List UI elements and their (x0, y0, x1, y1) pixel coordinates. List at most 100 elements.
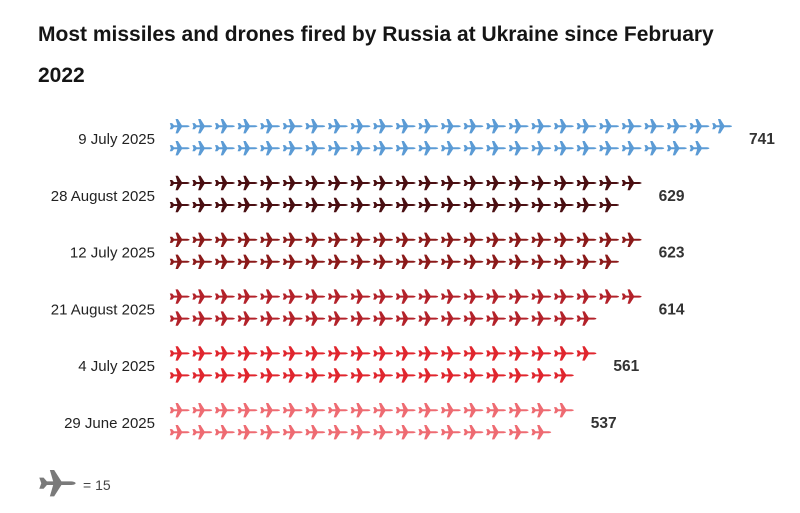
plane-icon (531, 254, 552, 269)
plane-icon (373, 311, 393, 326)
plane-icon (373, 254, 393, 269)
plane-icon (508, 289, 529, 304)
plane-icon (215, 311, 235, 326)
chart-row: 21 August 2025 614 (51, 289, 685, 326)
plane-icon (237, 403, 258, 418)
plane-icon (305, 311, 326, 326)
plane-icon (328, 175, 348, 191)
plane-icon (169, 141, 190, 156)
plane-icon (215, 425, 235, 440)
plane-icon (644, 119, 665, 134)
plane-icon (599, 197, 619, 213)
plane-icon (486, 254, 506, 269)
plane-icon (463, 232, 484, 247)
plane-icon (373, 403, 393, 418)
plane-icon (395, 197, 416, 213)
plane-icon (463, 141, 484, 156)
plane-icon (169, 254, 190, 269)
plane-icon (395, 368, 416, 383)
plane-icon (441, 119, 461, 134)
plane-icon (305, 403, 326, 418)
plane-icon (486, 311, 506, 326)
plane-icon (418, 254, 439, 269)
plane-icon (576, 197, 597, 213)
plane-icon (531, 289, 552, 304)
plane-icon (260, 197, 280, 213)
plane-icon (305, 425, 326, 440)
plane-icon (169, 346, 190, 361)
plane-icon (667, 141, 687, 156)
plane-icon (192, 425, 213, 440)
plane-icon (554, 368, 574, 383)
plane-icon (260, 403, 280, 418)
value-label: 741 (749, 131, 775, 148)
plane-icon (215, 175, 235, 191)
plane-icon (282, 254, 303, 269)
plane-icon (486, 232, 506, 247)
plane-icon (395, 289, 416, 304)
plane-icon (486, 289, 506, 304)
chart-row: 9 July 2025 741 (78, 119, 775, 156)
plane-icon (192, 197, 213, 213)
plane-icon (463, 197, 484, 213)
plane-icon (463, 311, 484, 326)
category-label: 29 June 2025 (64, 415, 155, 432)
plane-icon (373, 175, 393, 191)
plane-icon (576, 289, 597, 304)
plane-icon (373, 197, 393, 213)
plane-icon (237, 289, 258, 304)
plane-icon (441, 289, 461, 304)
plane-icon (373, 141, 393, 156)
plane-icon (508, 368, 529, 383)
plane-icon (305, 197, 326, 213)
plane-icon (576, 311, 597, 326)
plane-icon (169, 289, 190, 304)
plane-icon (508, 403, 529, 418)
plane-icon (576, 346, 597, 361)
plane-icon (282, 289, 303, 304)
value-label: 623 (659, 245, 685, 262)
chart-title: Most missiles and drones fired by Russia… (38, 23, 714, 87)
plane-icon (463, 403, 484, 418)
plane-icon (463, 119, 484, 134)
plane-icon (192, 289, 213, 304)
plane-icon (508, 175, 529, 191)
plane-icon (508, 425, 529, 440)
plane-icon (531, 141, 552, 156)
plane-icon-partial (622, 255, 642, 269)
plane-icon (508, 119, 529, 134)
plane-icon (599, 175, 619, 191)
plane-icon (418, 311, 439, 326)
plane-icon (373, 289, 393, 304)
plane-icon (441, 368, 461, 383)
plane-icon (418, 289, 439, 304)
plane-icon (328, 403, 348, 418)
plane-icon (418, 175, 439, 191)
plane-icon (237, 254, 258, 269)
plane-icon (395, 403, 416, 418)
plane-icon (282, 119, 303, 134)
plane-icon (395, 425, 416, 440)
plane-icon (282, 311, 303, 326)
plane-icon (350, 197, 371, 213)
plane-icon (237, 368, 258, 383)
plane-icon (305, 119, 326, 134)
plane-icon (554, 289, 574, 304)
plane-icon-partial (599, 311, 619, 325)
plane-icon (463, 175, 484, 191)
value-label: 629 (659, 188, 685, 205)
plane-icon (169, 311, 190, 326)
plane-icon (689, 119, 710, 134)
plane-icon (554, 119, 574, 134)
plane-icon (441, 346, 461, 361)
plane-icon (192, 254, 213, 269)
plane-icon (373, 368, 393, 383)
plane-icon (531, 368, 552, 383)
plane-icon (192, 141, 213, 156)
plane-icon (350, 175, 371, 191)
plane-icon (554, 346, 574, 361)
plane-icon (531, 232, 552, 247)
plane-icon (282, 175, 303, 191)
plane-icon (237, 425, 258, 440)
plane-icon (192, 232, 213, 247)
